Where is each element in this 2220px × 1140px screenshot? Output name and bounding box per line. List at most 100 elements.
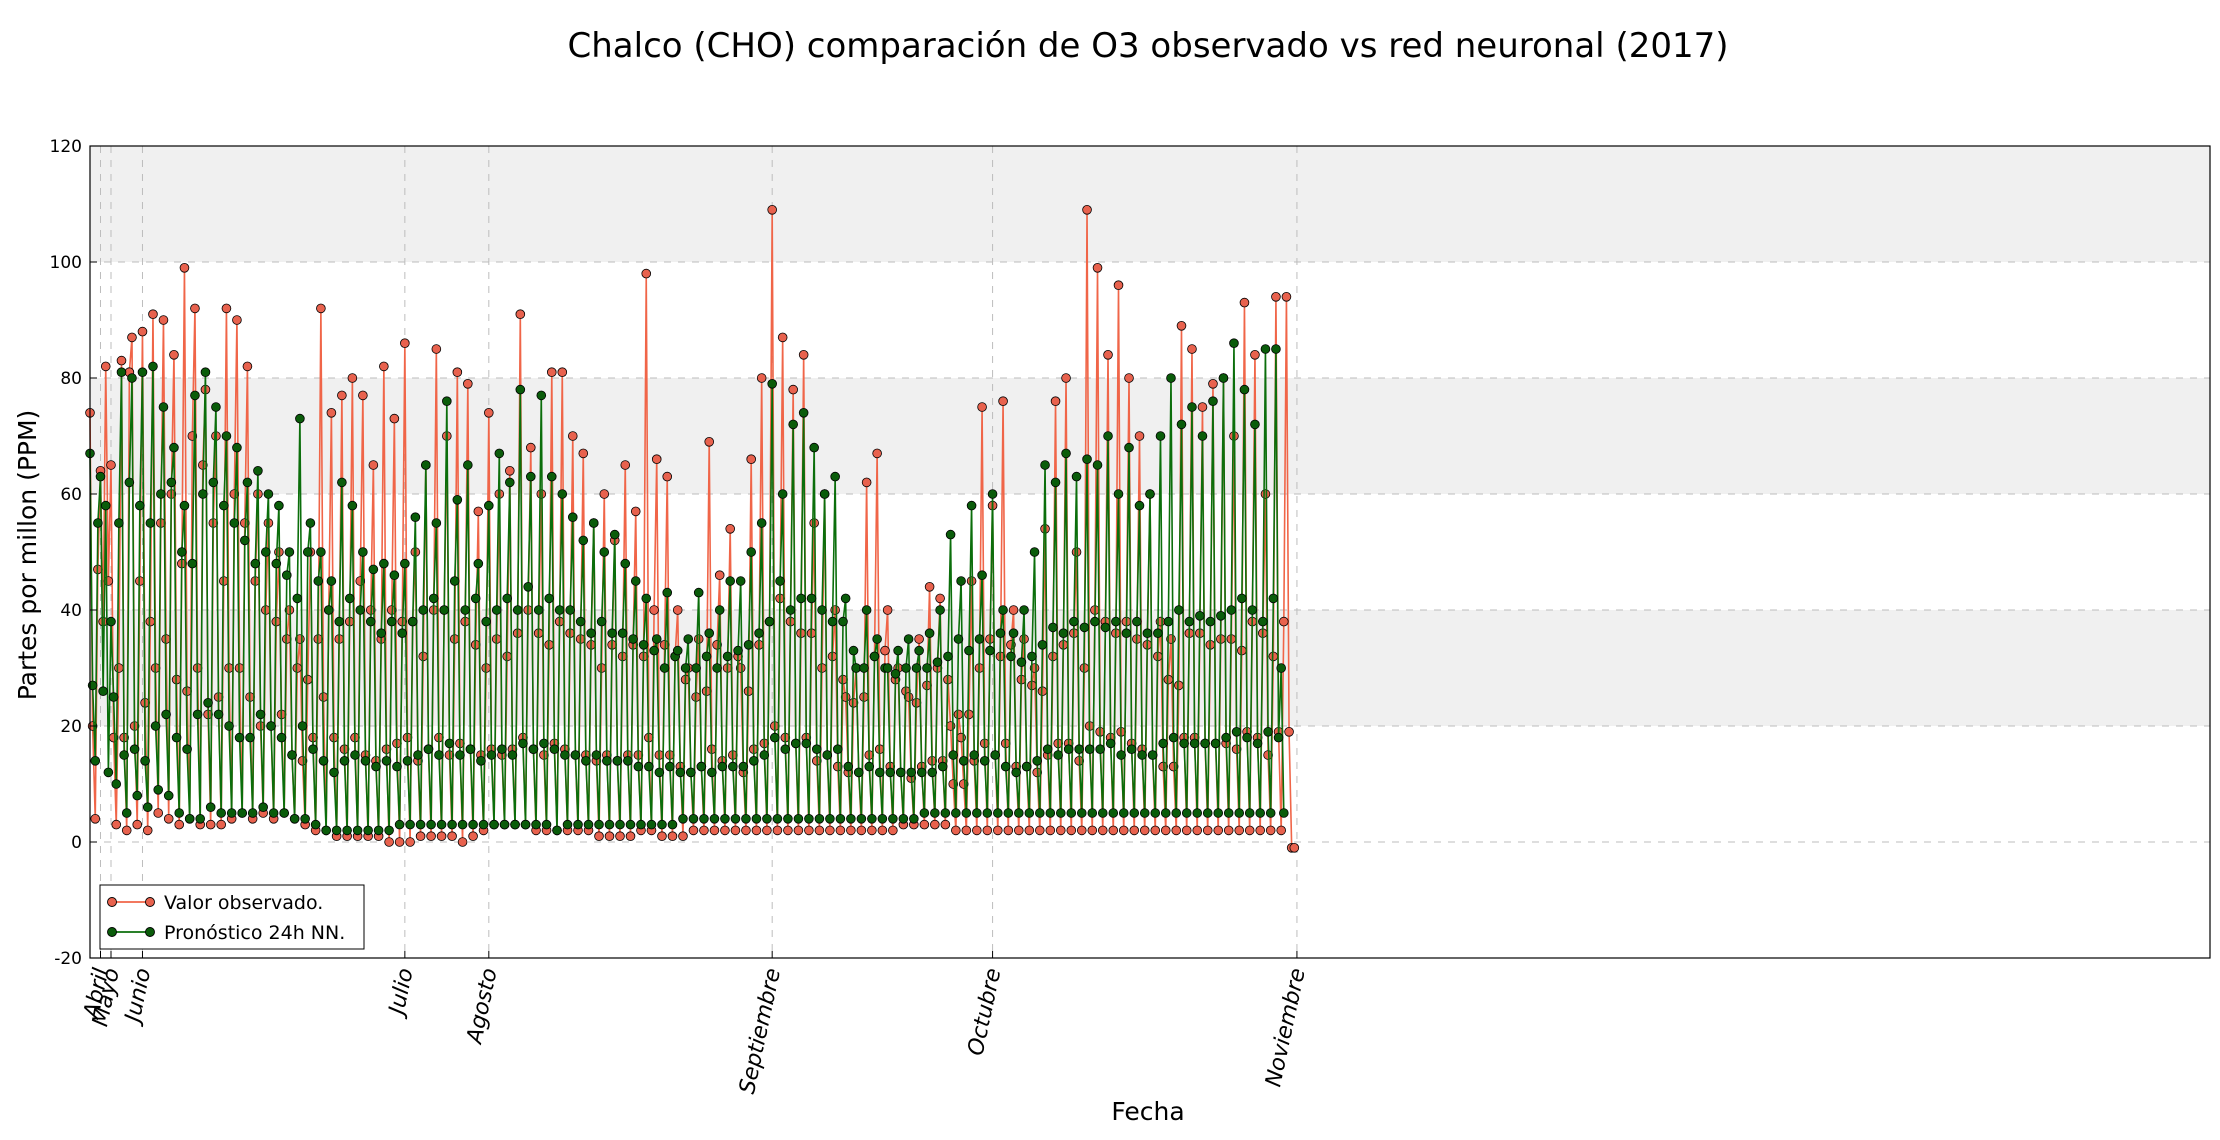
data-point (148, 361, 158, 372)
data-point (1134, 431, 1145, 441)
data-point (832, 744, 843, 754)
data-point (599, 489, 610, 499)
data-point (756, 373, 767, 383)
data-point (205, 802, 216, 812)
data-point (384, 837, 394, 847)
data-point (531, 819, 541, 830)
data-point (497, 744, 507, 754)
data-point (1181, 808, 1192, 818)
data-point (788, 419, 798, 430)
data-point (473, 558, 484, 569)
data-point (872, 448, 882, 459)
data-point (1252, 738, 1263, 749)
data-point (484, 500, 494, 511)
data-point (825, 813, 835, 824)
data-point (630, 576, 641, 586)
data-point (662, 471, 673, 482)
data-point (447, 831, 457, 841)
data-point (937, 761, 948, 772)
data-point (1142, 628, 1153, 638)
data-point (1045, 825, 1056, 836)
data-point (1255, 825, 1265, 836)
data-point (1208, 378, 1218, 389)
data-point (599, 547, 610, 557)
data-point (856, 825, 867, 836)
data-point (1050, 396, 1061, 407)
data-point (297, 755, 308, 766)
data-point (350, 750, 360, 760)
data-point (119, 750, 129, 760)
data-point (415, 831, 426, 841)
data-point (914, 634, 924, 644)
data-point (166, 477, 177, 488)
data-point (379, 558, 389, 569)
data-point (1097, 825, 1108, 836)
data-point (554, 605, 565, 615)
data-point (365, 616, 376, 627)
data-point (1139, 808, 1150, 818)
data-point (386, 616, 397, 627)
data-point (1116, 750, 1126, 760)
data-point (822, 750, 833, 760)
data-point (853, 767, 864, 778)
data-point (1063, 744, 1074, 754)
data-point (174, 808, 185, 818)
data-point (415, 819, 426, 830)
data-point (1153, 628, 1163, 638)
data-point (1271, 291, 1281, 302)
data-point (570, 750, 581, 760)
data-point (371, 761, 381, 772)
data-point (846, 825, 856, 836)
data-point (780, 744, 791, 754)
data-point (769, 732, 780, 743)
data-point (1279, 808, 1289, 818)
data-point (384, 825, 394, 836)
data-point (958, 779, 969, 789)
data-point (1174, 605, 1184, 615)
data-point (153, 784, 164, 795)
data-point (423, 744, 434, 754)
data-point (953, 634, 964, 644)
data-point (413, 750, 423, 760)
data-point (271, 558, 282, 569)
data-point (1271, 344, 1281, 354)
data-point (945, 529, 956, 540)
data-point (1092, 262, 1103, 273)
data-point (888, 825, 898, 836)
data-point (436, 831, 447, 841)
data-point (1019, 605, 1029, 615)
y-axis-ticks: -20 0 20 40 60 80 100 120 (50, 137, 97, 969)
data-point (793, 813, 804, 824)
data-point (657, 831, 667, 841)
data-point (1179, 738, 1189, 749)
data-point (1168, 761, 1179, 772)
chart-title: Chalco (CHO) comparación de O3 observado… (568, 26, 1729, 66)
data-point (1066, 808, 1077, 818)
data-point (1234, 808, 1245, 818)
data-point (528, 744, 539, 754)
data-point (709, 813, 720, 824)
data-point (1126, 744, 1137, 754)
data-point (657, 819, 667, 830)
data-point (129, 744, 140, 754)
data-point (1197, 402, 1208, 412)
data-point (565, 605, 575, 615)
data-point (1150, 825, 1161, 836)
data-point (476, 755, 486, 766)
data-point (347, 373, 358, 383)
data-point (956, 576, 966, 586)
y-tick-label: 0 (71, 833, 82, 853)
data-point (1210, 738, 1221, 749)
data-point (783, 825, 793, 836)
data-point (418, 605, 429, 615)
data-point (762, 825, 772, 836)
data-point (1074, 744, 1084, 754)
data-point (234, 732, 245, 743)
data-point (342, 825, 352, 836)
data-point (221, 431, 232, 441)
data-point (783, 813, 793, 824)
data-point (927, 767, 938, 778)
data-point (1055, 808, 1066, 818)
data-point (158, 402, 169, 412)
data-point (394, 819, 405, 830)
